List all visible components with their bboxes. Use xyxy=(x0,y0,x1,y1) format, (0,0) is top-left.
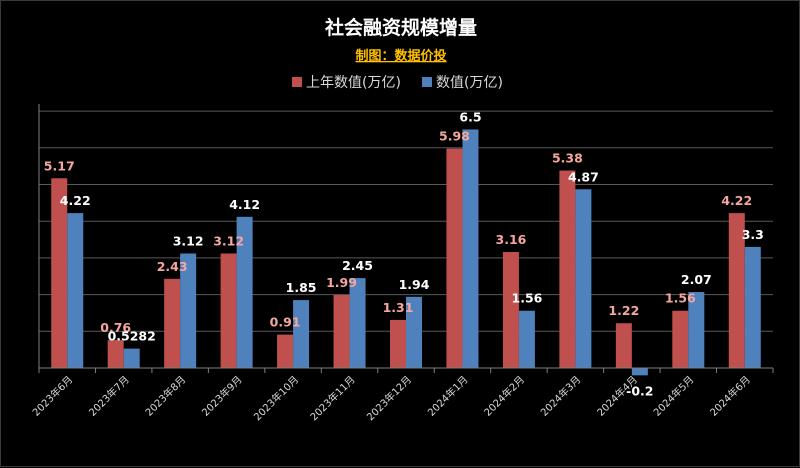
bar-value-12 xyxy=(744,246,761,368)
bar-value-11 xyxy=(688,292,705,368)
data-label-prev-year-7: 5.98 xyxy=(439,129,470,144)
bar-value-2 xyxy=(180,253,197,368)
data-label-prev-year-3: 3.12 xyxy=(213,233,244,248)
bar-prev-year-8 xyxy=(502,252,519,368)
bar-prev-year-6 xyxy=(390,319,406,368)
x-tick-label-8: 2024年2月 xyxy=(481,373,527,419)
bar-value-4 xyxy=(293,300,310,368)
x-tick-label-7: 2024年1月 xyxy=(425,373,471,419)
bar-value-6 xyxy=(406,296,422,368)
x-tick-label-1: 2023年7月 xyxy=(86,373,132,419)
data-label-prev-year-12: 4.22 xyxy=(721,193,752,208)
legend-label-1: 数值(万亿) xyxy=(436,75,503,91)
data-label-prev-year-6: 1.31 xyxy=(383,300,414,315)
data-label-value-6: 1.94 xyxy=(399,277,430,292)
bar-value-9 xyxy=(575,189,592,368)
data-label-value-1: 0.5282 xyxy=(108,329,156,344)
x-tick-label-4: 2023年10月 xyxy=(251,373,301,423)
axes xyxy=(38,104,774,373)
data-label-value-12: 3.3 xyxy=(742,227,764,242)
x-tick-label-3: 2023年9月 xyxy=(199,373,245,419)
data-label-value-2: 3.12 xyxy=(173,233,204,248)
data-label-prev-year-11: 1.56 xyxy=(665,291,696,306)
value-labels: 5.17 0.76 2.43 3.12 0.91 1.99 1.31 5.98 3.16 5.38… xyxy=(44,109,764,398)
data-label-value-11: 2.07 xyxy=(681,272,712,287)
x-tick-label-0: 2023年6月 xyxy=(30,373,76,419)
data-label-value-4: 1.85 xyxy=(286,280,317,295)
legend-swatch-1 xyxy=(422,77,432,87)
bar-prev-year-0 xyxy=(51,178,68,368)
x-tick-label-2: 2023年8月 xyxy=(142,373,188,419)
data-label-prev-year-0: 5.17 xyxy=(44,158,75,173)
bar-prev-year-2 xyxy=(164,278,181,368)
bar-value-3 xyxy=(236,216,253,368)
bar-value-8 xyxy=(518,310,535,368)
data-label-value-7: 6.5 xyxy=(459,109,481,124)
bars xyxy=(51,129,761,376)
data-label-value-10: -0.2 xyxy=(626,383,653,398)
chart-subtitle: 制图：数据价投 xyxy=(355,48,446,64)
bar-value-0 xyxy=(67,213,84,368)
data-label-value-9: 4.87 xyxy=(568,169,599,184)
data-label-prev-year-8: 3.16 xyxy=(496,232,527,247)
bar-value-1 xyxy=(123,348,140,368)
data-label-prev-year-5: 1.99 xyxy=(326,275,357,290)
x-tick-label-5: 2023年11月 xyxy=(307,373,357,423)
data-label-value-3: 4.12 xyxy=(229,197,260,212)
legend-label-0: 上年数值(万亿) xyxy=(306,75,401,91)
chart-title: 社会融资规模增量 xyxy=(324,16,477,39)
data-label-prev-year-2: 2.43 xyxy=(157,259,188,274)
bar-prev-year-7 xyxy=(446,148,463,368)
bar-value-5 xyxy=(349,278,366,368)
legend: 上年数值(万亿) 数值(万亿) xyxy=(292,75,503,91)
x-tick-label-11: 2024年5月 xyxy=(651,373,697,419)
data-label-prev-year-4: 0.91 xyxy=(270,315,301,330)
bar-prev-year-12 xyxy=(728,213,745,368)
bar-prev-year-11 xyxy=(672,310,689,368)
x-tick-label-9: 2024年3月 xyxy=(538,373,584,419)
bar-value-7 xyxy=(462,129,479,368)
bar-prev-year-9 xyxy=(559,170,576,368)
data-label-prev-year-10: 1.22 xyxy=(608,303,639,318)
bar-prev-year-4 xyxy=(277,334,294,368)
bar-prev-year-10 xyxy=(615,323,632,368)
bar-value-10 xyxy=(631,368,648,376)
data-label-prev-year-9: 5.38 xyxy=(552,151,583,166)
data-label-value-0: 4.22 xyxy=(60,193,91,208)
x-tick-label-6: 2023年12月 xyxy=(364,373,414,423)
data-label-value-8: 1.56 xyxy=(512,291,543,306)
bar-prev-year-1 xyxy=(107,340,124,368)
data-label-value-5: 2.45 xyxy=(342,258,373,273)
gridlines xyxy=(39,110,773,332)
legend-swatch-0 xyxy=(292,77,302,87)
x-tick-label-12: 2024年6月 xyxy=(707,373,753,419)
bar-prev-year-3 xyxy=(220,253,237,368)
bar-prev-year-5 xyxy=(333,294,350,368)
data-label-prev-year-1: 0.76 xyxy=(100,320,131,335)
